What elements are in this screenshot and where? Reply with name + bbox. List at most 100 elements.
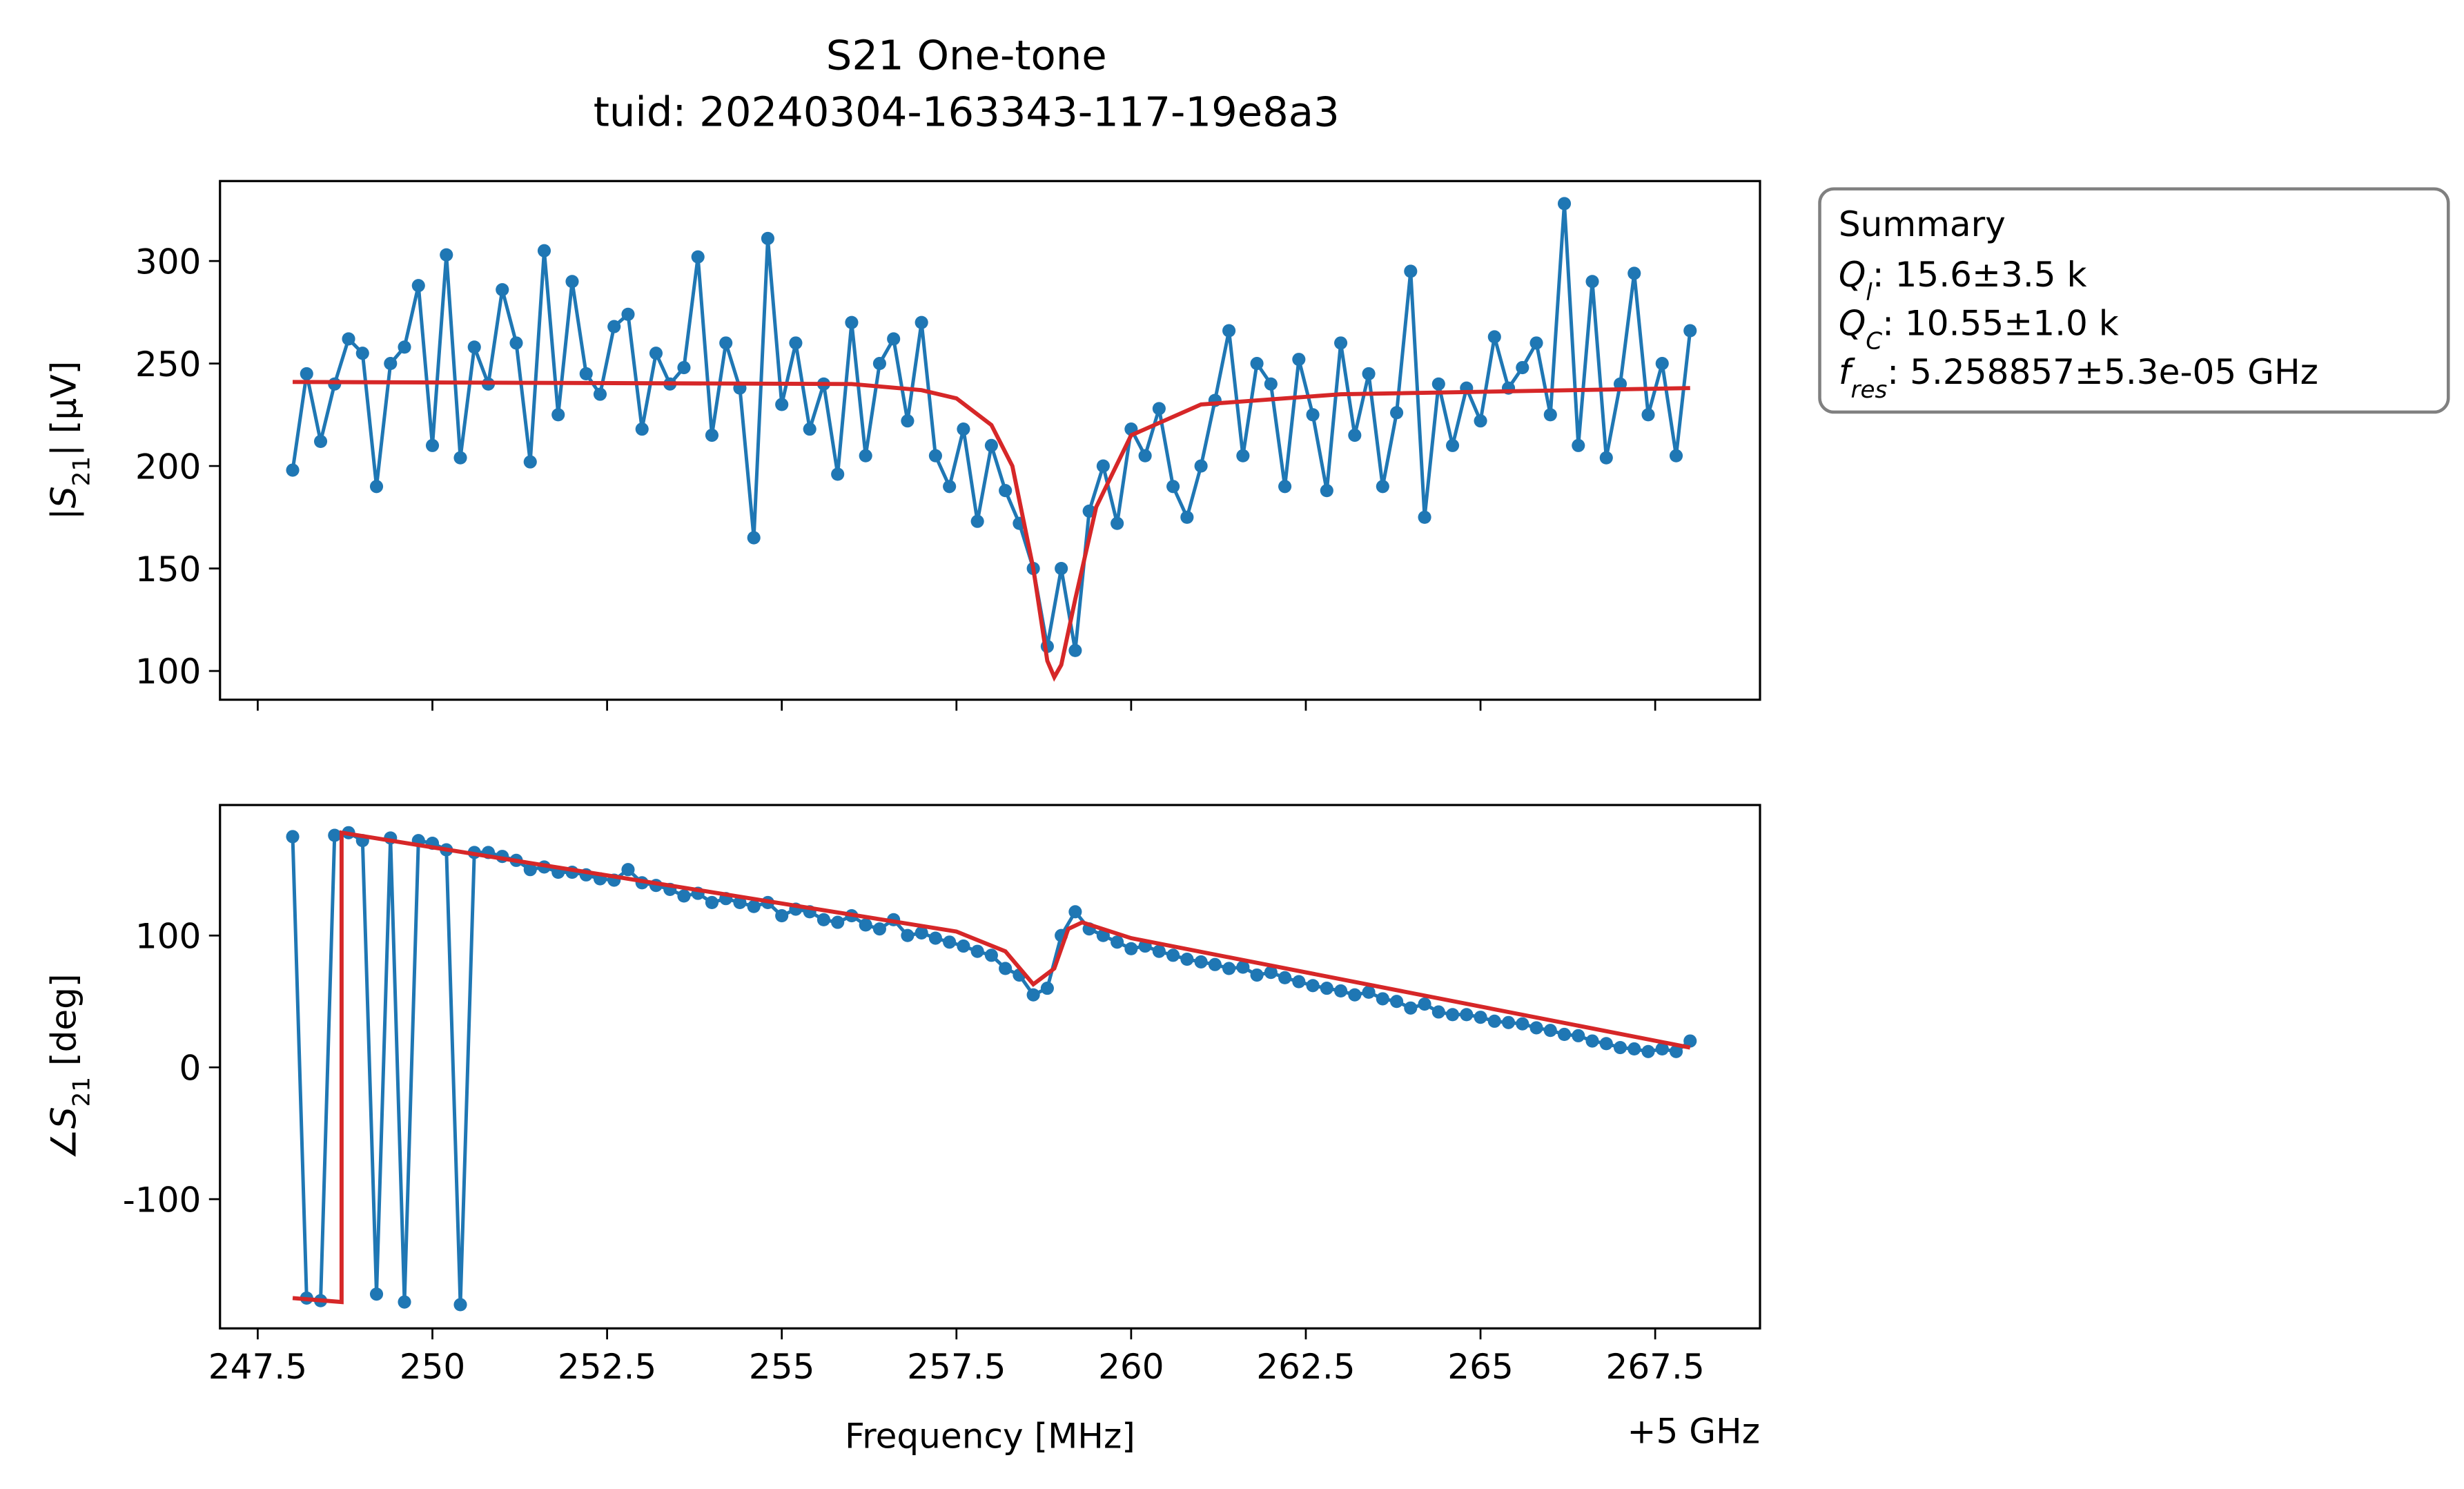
data-point — [1278, 971, 1292, 984]
data-point — [1055, 561, 1068, 576]
data-point — [1683, 324, 1697, 338]
data-point — [872, 922, 886, 936]
summary-part: : 15.6±3.5 k — [1873, 255, 2087, 295]
data-point — [1138, 449, 1152, 463]
data-point — [411, 279, 425, 293]
y-tick-label: 250 — [135, 344, 202, 385]
data-point — [607, 320, 621, 333]
y-label-part: [deg] — [43, 973, 84, 1076]
summary-part: Q — [1839, 255, 1866, 295]
data-line — [292, 830, 1691, 1305]
data-point — [579, 367, 593, 380]
data-point — [1348, 428, 1362, 442]
data-point — [1585, 275, 1599, 289]
y-axis-label: |S21| [µV] — [43, 361, 95, 520]
data-point — [1334, 984, 1348, 997]
data-point — [1445, 438, 1460, 452]
summary-part: : 5.258857±5.3e-05 GHz — [1887, 352, 2318, 392]
data-point — [705, 895, 719, 910]
data-point — [1641, 1044, 1655, 1058]
summary-part: C — [1866, 327, 1882, 355]
data-point — [1376, 992, 1389, 1006]
x-tick-label: 250 — [400, 1347, 466, 1387]
data-point — [1180, 510, 1194, 524]
data-point — [1585, 1034, 1599, 1048]
data-point — [928, 449, 942, 463]
data-point — [859, 449, 872, 463]
data-point — [1222, 324, 1236, 338]
data-point — [1278, 480, 1292, 494]
y-tick-label: 100 — [135, 652, 202, 692]
data-point — [551, 408, 565, 422]
summary-line: fres: 5.258857±5.3e-05 GHz — [1839, 352, 2318, 404]
axes-frame — [219, 179, 1761, 701]
x-tick-label: 262.5 — [1256, 1347, 1355, 1387]
y-label-part: ∠S — [43, 1107, 84, 1160]
data-point — [1501, 1015, 1516, 1029]
y-label-part: |S — [43, 486, 84, 520]
y-tick-label: 150 — [135, 549, 202, 590]
data-point — [523, 863, 537, 877]
data-point — [957, 939, 970, 953]
data-line — [293, 380, 1690, 682]
data-point — [1516, 360, 1529, 375]
data-point — [705, 428, 719, 442]
data-point — [1627, 1042, 1641, 1056]
data-point — [1613, 1040, 1627, 1055]
x-tick-label: 255 — [749, 1347, 815, 1387]
data-point — [1250, 357, 1264, 371]
data-point — [831, 467, 845, 481]
data-point — [1599, 451, 1613, 465]
data-point — [1557, 1027, 1572, 1042]
data-point — [943, 935, 957, 949]
data-point — [1152, 944, 1166, 958]
x-tick-label: 257.5 — [907, 1347, 1006, 1387]
data-point — [635, 422, 649, 436]
data-point — [1474, 414, 1487, 428]
data-point — [915, 315, 928, 329]
data-point — [453, 451, 467, 465]
data-point — [398, 340, 411, 354]
data-point — [1655, 357, 1669, 371]
data-point — [1166, 480, 1180, 494]
data-point — [901, 414, 915, 428]
data-point — [1306, 979, 1320, 993]
summary-part: l — [1866, 279, 1873, 306]
data-point — [970, 514, 984, 528]
data-point — [1487, 1014, 1501, 1028]
x-tick-label: 252.5 — [558, 1347, 656, 1387]
data-point — [859, 918, 872, 932]
data-point — [1543, 1024, 1557, 1038]
x-tick-label: 260 — [1098, 1347, 1164, 1387]
data-point — [565, 275, 579, 289]
data-point — [1404, 264, 1418, 278]
data-point — [1180, 953, 1194, 966]
data-point — [649, 347, 663, 360]
x-tick-label: 265 — [1447, 1347, 1514, 1387]
data-point — [1572, 438, 1585, 452]
y-tick-label: 300 — [135, 242, 202, 282]
data-point — [1194, 459, 1208, 473]
x-axis-label: Frequency [MHz] — [845, 1416, 1135, 1456]
data-point — [1376, 480, 1389, 494]
x-tick-label: 247.5 — [208, 1347, 307, 1387]
data-point — [342, 332, 355, 346]
data-point — [1320, 982, 1333, 995]
data-point — [1040, 982, 1054, 995]
data-point — [761, 231, 775, 245]
data-point — [1655, 1042, 1669, 1056]
data-point — [1292, 975, 1306, 989]
summary-title: Summary — [1839, 204, 2006, 244]
data-point — [1460, 1008, 1474, 1022]
data-point — [1431, 1005, 1445, 1019]
data-point — [1292, 353, 1306, 367]
data-point — [1418, 997, 1431, 1011]
data-point — [425, 438, 440, 452]
summary-part: Q — [1839, 303, 1866, 343]
data-point — [1627, 266, 1641, 280]
data-point — [677, 360, 691, 375]
data-point — [999, 962, 1013, 975]
chart-title: S21 One-tone — [826, 32, 1107, 79]
data-point — [313, 434, 328, 448]
data-point — [440, 248, 453, 262]
